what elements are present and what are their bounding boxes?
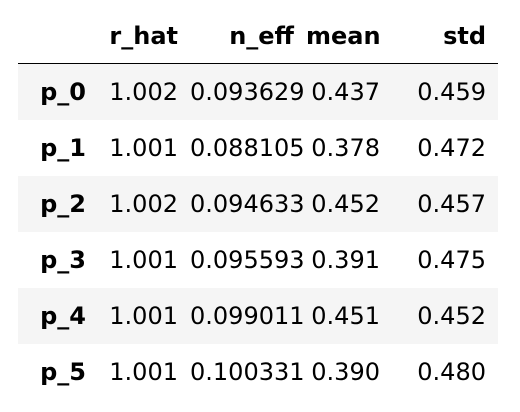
index-header (18, 8, 98, 64)
cell-r-hat: 1.001 (109, 302, 178, 330)
cell-n-eff: 0.100331 (190, 358, 305, 386)
cell-std: 0.480 (417, 358, 486, 386)
row-index: p_5 (40, 358, 86, 386)
cell-n-eff: 0.094633 (190, 190, 305, 218)
row-index: p_2 (40, 190, 86, 218)
cell-r-hat: 1.002 (109, 78, 178, 106)
row-index: p_4 (40, 302, 86, 330)
table-body: p_0 1.002 0.093629 0.437 0.459 p_1 1.001… (18, 63, 498, 400)
cell-n-eff: 0.099011 (190, 302, 305, 330)
cell-n-eff: 0.093629 (190, 78, 305, 106)
header-row: r_hat n_eff mean std (18, 8, 498, 64)
dataframe-table: r_hat n_eff mean std p_0 1.002 0.093629 … (18, 8, 498, 400)
table-header: r_hat n_eff mean std (18, 8, 498, 64)
cell-mean: 0.451 (311, 302, 380, 330)
table-row: p_3 1.001 0.095593 0.391 0.475 (18, 232, 498, 288)
row-index: p_1 (40, 134, 86, 162)
column-header-mean: mean (306, 8, 392, 64)
cell-std: 0.457 (417, 190, 486, 218)
column-header-std: std (392, 8, 498, 64)
cell-n-eff: 0.088105 (190, 134, 305, 162)
row-index: p_3 (40, 246, 86, 274)
cell-std: 0.459 (417, 78, 486, 106)
cell-r-hat: 1.001 (109, 246, 178, 274)
cell-mean: 0.390 (311, 358, 380, 386)
cell-std: 0.472 (417, 134, 486, 162)
cell-mean: 0.437 (311, 78, 380, 106)
dataframe-table-container: r_hat n_eff mean std p_0 1.002 0.093629 … (18, 8, 498, 400)
cell-std: 0.452 (417, 302, 486, 330)
column-header-n-eff: n_eff (190, 8, 306, 64)
column-header-r-hat: r_hat (98, 8, 190, 64)
table-row: p_1 1.001 0.088105 0.378 0.472 (18, 120, 498, 176)
cell-mean: 0.452 (311, 190, 380, 218)
cell-r-hat: 1.001 (109, 134, 178, 162)
cell-r-hat: 1.002 (109, 190, 178, 218)
table-row: p_0 1.002 0.093629 0.437 0.459 (18, 63, 498, 120)
row-index: p_0 (40, 78, 86, 106)
table-row: p_2 1.002 0.094633 0.452 0.457 (18, 176, 498, 232)
cell-mean: 0.391 (311, 246, 380, 274)
table-row: p_4 1.001 0.099011 0.451 0.452 (18, 288, 498, 344)
cell-n-eff: 0.095593 (190, 246, 305, 274)
cell-std: 0.475 (417, 246, 486, 274)
table-row: p_5 1.001 0.100331 0.390 0.480 (18, 344, 498, 400)
cell-r-hat: 1.001 (109, 358, 178, 386)
cell-mean: 0.378 (311, 134, 380, 162)
